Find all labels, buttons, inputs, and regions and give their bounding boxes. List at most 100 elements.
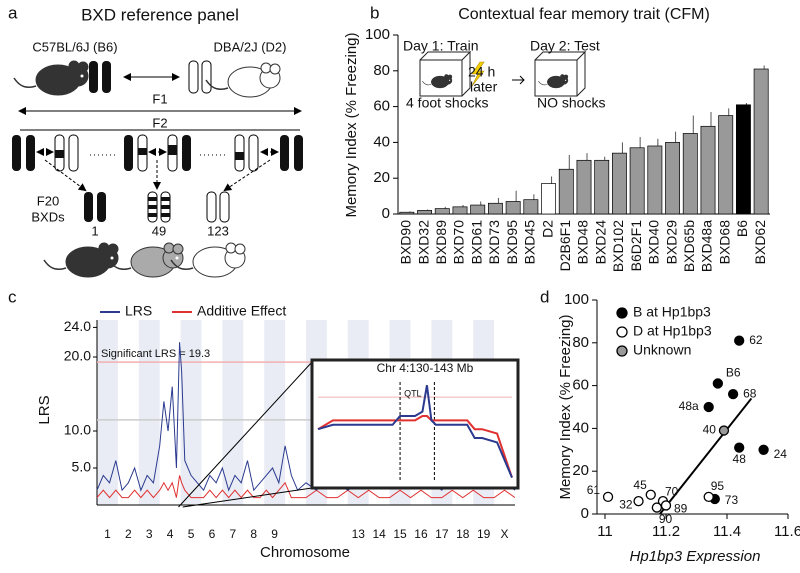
x-tick-label: 4 xyxy=(167,527,174,541)
bar xyxy=(700,125,716,215)
x-tick-label: BXD24 xyxy=(592,220,608,265)
y-tick-label: 80 xyxy=(373,62,390,79)
scatter-point xyxy=(703,401,714,413)
bar xyxy=(735,104,751,215)
chromosome-band xyxy=(180,320,202,505)
threshold-label: Significant LRS = 19.3 xyxy=(101,348,210,360)
bar xyxy=(417,210,433,215)
scatter-point xyxy=(660,500,672,511)
x-tick-label: BXD40 xyxy=(646,220,662,265)
x-tick-label: 9 xyxy=(271,527,278,541)
legend-label: Unknown xyxy=(633,342,691,358)
x-tick-label: 11 xyxy=(597,523,613,540)
bar xyxy=(718,115,734,215)
x-tick-label: BXD45 xyxy=(522,220,538,265)
panel-label: c xyxy=(8,287,17,306)
point-label: 68 xyxy=(743,386,757,400)
scatter-point xyxy=(712,378,723,389)
point-label: 89 xyxy=(674,502,688,516)
point-label: 62 xyxy=(749,333,763,347)
point-label: 45 xyxy=(633,478,647,492)
bar xyxy=(682,133,698,215)
y-tick-label: 40 xyxy=(572,419,589,436)
chromosome xyxy=(188,60,199,94)
x-tick-label: X xyxy=(501,527,509,541)
x-tick-label: BXD29 xyxy=(663,220,679,265)
y-tick-label: 60 xyxy=(373,98,390,115)
x-tick-label: D2 xyxy=(539,220,555,238)
point-label: 24 xyxy=(774,447,788,461)
series-line xyxy=(96,475,516,499)
y-tick-label: 100 xyxy=(365,26,390,43)
x-tick-label: 1 xyxy=(104,527,111,541)
point-label: 32 xyxy=(619,497,633,511)
x-tick-label: B6 xyxy=(734,220,750,237)
chromosome xyxy=(102,61,111,93)
generation-label: F2 xyxy=(152,115,167,130)
strain-number: 1 xyxy=(91,223,98,238)
bar xyxy=(558,168,574,215)
point-label: 90 xyxy=(659,512,673,526)
scatter-point xyxy=(734,442,745,453)
protocol-drawing xyxy=(419,50,587,97)
scatter-point xyxy=(602,491,614,503)
bar xyxy=(753,68,769,215)
x-tick-label: BXD62 xyxy=(752,220,768,265)
x-tick-label: 11.4 xyxy=(713,523,741,540)
scatter-point xyxy=(734,335,745,346)
point-label: 48 xyxy=(733,452,747,466)
x-tick-label: 2 xyxy=(125,527,132,541)
generation-label: BXDs xyxy=(31,209,65,224)
strain-number: 49 xyxy=(152,223,166,238)
x-axis-label: Hp1bp3 Expression xyxy=(630,548,761,565)
x-tick-label: BXD70 xyxy=(451,220,467,265)
bar xyxy=(629,147,645,215)
panel-label: d xyxy=(540,287,549,306)
parent-label: C57BL/6J (B6) xyxy=(32,39,117,54)
y-tick-label: 40 xyxy=(373,133,390,150)
bar xyxy=(523,199,539,215)
legend-label: LRS xyxy=(125,303,152,319)
legend-marker xyxy=(616,326,628,338)
mouse-d2 xyxy=(205,62,281,98)
x-tick-label: 18 xyxy=(456,527,470,541)
x-tick-label: 14 xyxy=(372,527,386,541)
y-tick-label: 5.0 xyxy=(72,459,92,475)
bar xyxy=(594,159,610,215)
scatter-point xyxy=(633,496,644,507)
mouse xyxy=(43,242,119,278)
x-tick-label: BXD65b xyxy=(681,220,697,272)
x-tick-label: BXD61 xyxy=(468,220,484,265)
inset-line xyxy=(317,385,513,478)
bar xyxy=(470,204,486,215)
fit-line xyxy=(659,397,753,515)
x-tick-label: BXD95 xyxy=(504,220,520,265)
legend-label: D at Hp1bp3 xyxy=(633,323,712,339)
annotation: later xyxy=(470,79,498,95)
legend-marker xyxy=(616,345,628,357)
point-label: 95 xyxy=(711,479,725,493)
chromosome-band xyxy=(97,320,118,505)
point-label: 70 xyxy=(665,484,679,498)
diagram-title: BXD reference panel xyxy=(81,5,239,24)
legend-marker xyxy=(616,307,628,319)
bar xyxy=(647,145,663,215)
chromosome-band xyxy=(264,320,286,505)
point-label: B6 xyxy=(726,366,741,380)
bar xyxy=(399,211,415,215)
bar xyxy=(452,206,468,215)
y-tick-label: 10.0 xyxy=(64,422,91,438)
x-tick-label: 17 xyxy=(435,527,449,541)
strain-number: 123 xyxy=(207,223,229,238)
scatter-point xyxy=(718,425,730,436)
y-tick-label: 20.0 xyxy=(64,348,91,364)
x-tick-label: 11.2 xyxy=(652,523,680,540)
x-tick-label: 11.6 xyxy=(774,523,800,540)
y-tick-label: 0 xyxy=(382,205,390,222)
y-tick-label: 60 xyxy=(572,377,589,394)
y-tick-label: 0 xyxy=(581,505,589,522)
y-tick-label: 24.0 xyxy=(64,318,91,334)
annotation: 4 foot shocks xyxy=(406,95,489,111)
scatter-point xyxy=(651,502,662,513)
legend-label: B at Hp1bp3 xyxy=(633,304,711,320)
